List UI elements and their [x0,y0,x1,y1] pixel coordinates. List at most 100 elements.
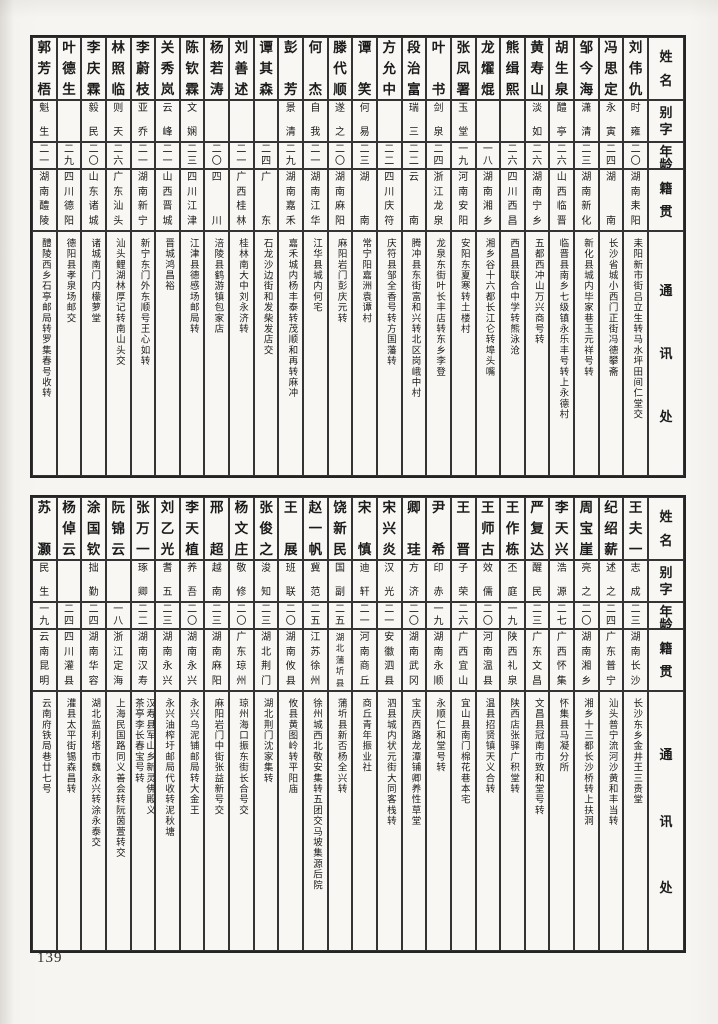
name-cell: 林照临 [105,37,131,100]
contact-cell: 灌县太平街锡森昌转 [56,691,82,951]
entry-age: 二〇 [88,143,99,167]
entry-column-0: 刘伟仇时雍二〇湖南耒阳耒阳新市街吕立生转马水坪田间仁堂交 [623,37,648,476]
entry-age: 二一 [162,143,173,167]
col-header-age: 年龄 [659,144,673,169]
contact-cell: 宝庆西路龙潭铺卿养性草堂 [401,691,427,951]
entry-age: 二一 [236,143,247,167]
age-cell: 二六 [500,142,525,169]
entry-name: 王展 [283,500,298,557]
entry-native: 湖南麻阳 [334,172,345,227]
zi-cell: 子荣 [450,560,476,602]
contact-cell: 永兴油榨圩邮局代收转泥秋塘 [155,691,180,951]
entry-column-1: 纪绍薪述之二四广东普宁汕头普宁流河沙黄和丰当转 [598,497,624,951]
col-header-native: 籍贯 [659,641,673,679]
entry-zi: 冀范 [310,563,321,598]
entry-name: 彭芳 [283,40,298,97]
native-cell: 湖南武冈 [401,629,427,691]
native-cell: 湖北蒲圻县 [327,629,353,691]
entry-contact-text: 宝庆西路龙潭铺卿养性草堂 [409,698,420,827]
name-cell: 王展 [278,497,304,560]
age-cell: 二三 [179,142,205,169]
age-cell: 二三 [524,602,550,629]
entry-native: 四川江津 [187,172,198,227]
entry-contact-text: 江津县德感场邮局转 [187,238,198,335]
header-age-cell: 年龄 [648,602,684,629]
entry-zi: 文娴 [187,103,198,138]
zi-cell: 醒民 [524,560,550,602]
contact-cell: 上海民国路同义善会转阮茵萱转交 [105,691,131,951]
entry-zi: 养吾 [187,563,198,598]
entry-name: 张俊之 [259,500,273,557]
native-cell: 湖南新化 [574,169,599,231]
entry-zi: 志成 [630,563,641,598]
zi-cell: 瑞三 [401,100,427,142]
native-cell: 四川灌县 [56,629,82,691]
name-cell: 彭芳 [278,37,304,100]
name-cell: 赵一帆 [303,497,328,560]
native-cell: 湖南 [352,169,377,231]
entry-column-10: 宋兴炎汉光二一安徽泗县泗县城内状元街大同客栈转 [376,497,402,951]
contact-cell: 醴陵西乡石亭邮局转罗集春号收转 [31,231,57,476]
entry-zi: 民生 [39,563,50,598]
directory-table-top: 姓名别字年龄籍贯通讯处刘伟仇时雍二〇湖南耒阳耒阳新市街吕立生转马水坪田间仁堂交冯… [30,35,686,478]
col-header-contact: 通讯处 [659,746,673,896]
entry-age: 一八 [113,603,124,627]
entry-native: 湖南醴陵 [39,172,50,227]
entry-zi: 迪轩 [359,563,370,598]
entry-name: 杨若涛 [210,40,224,97]
entry-name: 陈钦霖 [185,40,199,97]
native-cell: 广西桂林 [229,169,254,231]
zi-cell [500,100,525,142]
entry-native: 湖南新宁 [137,172,148,227]
entry-column-22: 李庆霖毅民二〇山东诸城诸城南门内檬萝堂 [81,37,106,476]
entry-column-21: 阮锦云一八浙江定海上海民国路同义善会转阮茵萱转交 [105,497,131,951]
entry-contact-text: 湘乡谷十六都长江仑转埠头嘴 [483,238,494,378]
age-cell: 二六 [450,602,476,629]
entry-name: 王作栋 [505,500,520,557]
entry-column-15: 张俊之浚知二三湖北荆门湖北荆门沈家集转 [253,497,279,951]
entry-name: 涂国钦 [86,500,101,557]
header-native-cell: 籍贯 [648,629,684,691]
entry-contact-text: 蒲圻县新否杨全兴转 [335,698,346,795]
entry-zi: 浩源 [556,563,567,598]
col-header-zi: 别字 [659,105,673,137]
entry-contact-text: 怀集县马凝分所 [557,698,568,773]
name-cell: 叶书 [426,37,451,100]
contact-cell: 嘉禾城内杨丰泰转茂顺和再转麻冲 [278,231,304,476]
entry-name: 谭笑 [357,40,372,97]
native-cell: 四川江津 [179,169,205,231]
entry-zi: 毅民 [88,103,99,138]
entry-contact-text: 涪陵县鹤游镇包家店 [212,238,223,335]
entry-native: 四川西昌 [507,172,518,227]
native-cell: 山东诸城 [81,169,106,231]
entry-native: 广西怀集 [556,632,567,687]
col-header-name: 姓名 [659,509,673,548]
zi-cell: 时雍 [623,100,648,142]
contact-cell: 桂林南大中刘永济转 [229,231,254,476]
entry-contact-text: 龙泉东街叶长丰店转东乡李登 [434,238,445,378]
zi-cell: 述之 [598,560,624,602]
entry-native: 河南温县 [482,632,493,687]
header-zi-cell: 别字 [648,100,684,142]
native-cell: 广东普宁 [598,629,624,691]
entry-contact-text: 湖北监利塔市魏永兴转涂永泰交 [89,698,100,848]
entry-column-12: 滕代顺遂之二〇湖南麻阳麻阳岩门彭庆元转 [327,37,353,476]
col-header-age: 年龄 [659,604,673,629]
name-cell: 周宝崖 [574,497,599,560]
name-cell: 胡生泉 [549,37,575,100]
entry-age: 二四 [606,603,617,627]
entry-name: 邢超 [210,500,224,557]
zi-cell [253,100,279,142]
name-cell: 关秀岚 [155,37,180,100]
zi-cell: 淡如 [524,100,550,142]
entry-zi: 拙勤 [88,563,99,598]
native-cell: 湖南永顺 [426,629,451,691]
entry-zi: 亮之 [581,563,592,598]
contact-cell: 常宁阳嘉洲袁谭村 [352,231,377,476]
entry-column-3: 李天兴浩源二七广西怀集怀集县马凝分所 [549,497,575,951]
zi-cell: 毅民 [81,100,106,142]
contact-cell: 永顺仁和堂号转 [426,691,451,951]
native-cell: 湖南麻阳 [204,629,230,691]
entry-native: 山西晋城 [162,172,173,227]
entry-column-2: 邹今海潇清二三湖南新化新化县城内毕家巷玉元祥号转 [574,37,599,476]
